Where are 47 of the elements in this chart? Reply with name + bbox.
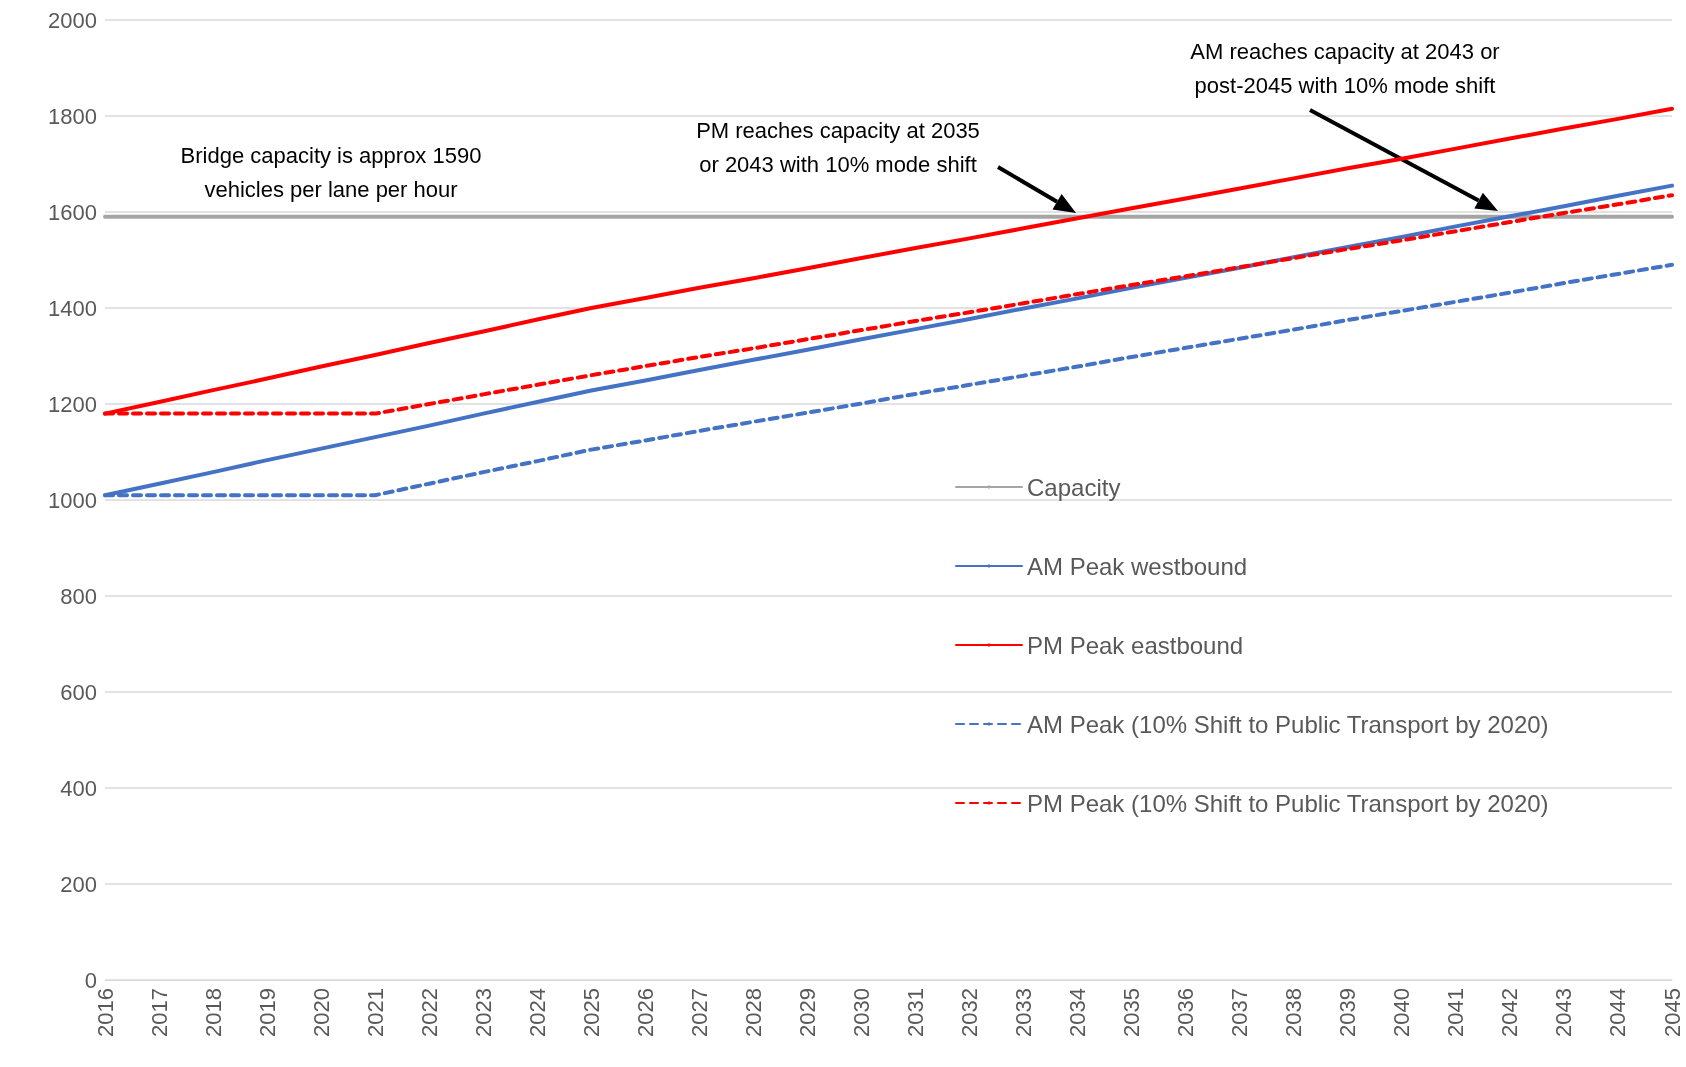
y-tick-label: 1400	[48, 295, 97, 321]
x-tick-label: 2029	[794, 988, 820, 1037]
x-tick-label: 2045	[1659, 988, 1685, 1037]
x-tick-label: 2032	[957, 988, 983, 1037]
x-tick-label: 2028	[740, 988, 766, 1037]
x-tick-label: 2039	[1335, 988, 1361, 1037]
y-tick-label: 1600	[48, 199, 97, 225]
x-tick-label: 2043	[1551, 988, 1577, 1037]
x-tick-label: 2025	[578, 988, 604, 1037]
y-tick-label: 400	[60, 775, 97, 801]
y-tick-label: 1800	[48, 103, 97, 129]
x-tick-label: 2040	[1389, 988, 1415, 1037]
legend-label: PM Peak eastbound	[1027, 631, 1244, 659]
y-tick-label: 1200	[48, 391, 97, 417]
x-tick-label: 2044	[1605, 988, 1631, 1037]
y-tick-label: 800	[60, 583, 97, 609]
x-tick-label: 2036	[1173, 988, 1199, 1037]
y-tick-label: 2000	[48, 7, 97, 33]
annotation: PM reaches capacity at 2035 or 2043 with 10% mode shift	[696, 117, 980, 177]
x-tick-label: 2020	[308, 988, 334, 1037]
y-tick-label: 600	[60, 679, 97, 705]
annotation: AM reaches capacity at 2043 or post-2045 with 10% mode shift	[1190, 38, 1500, 98]
y-tick-label: 1000	[48, 487, 97, 513]
x-tick-label: 2042	[1497, 988, 1523, 1037]
x-tick-label: 2035	[1119, 988, 1145, 1037]
x-tick-label: 2022	[416, 988, 442, 1037]
x-tick-label: 2027	[686, 988, 712, 1037]
x-tick-label: 2023	[470, 988, 496, 1037]
legend-label: AM Peak (10% Shift to Public Transport by 2020)	[1027, 710, 1549, 738]
annotation: Bridge capacity is approx 1590 vehicles per lane per hour	[180, 142, 482, 202]
x-tick-label: 2033	[1011, 988, 1037, 1037]
x-tick-label: 2019	[254, 988, 280, 1037]
x-tick-label: 2024	[524, 988, 550, 1037]
x-tick-label: 2021	[362, 988, 388, 1037]
legend-label: Capacity	[1027, 473, 1121, 501]
y-tick-label: 200	[60, 871, 97, 897]
legend-label: PM Peak (10% Shift to Public Transport by 2020)	[1027, 789, 1549, 817]
x-tick-label: 2017	[146, 988, 172, 1037]
legend-label: AM Peak westbound	[1027, 552, 1248, 580]
x-tick-label: 2041	[1443, 988, 1469, 1037]
x-tick-label: 2030	[848, 988, 874, 1037]
x-tick-label: 2038	[1281, 988, 1307, 1037]
x-tick-label: 2026	[632, 988, 658, 1037]
x-tick-label: 2034	[1065, 988, 1091, 1037]
x-tick-label: 2037	[1227, 988, 1253, 1037]
x-tick-label: 2018	[200, 988, 226, 1037]
x-tick-label: 2031	[903, 988, 929, 1037]
